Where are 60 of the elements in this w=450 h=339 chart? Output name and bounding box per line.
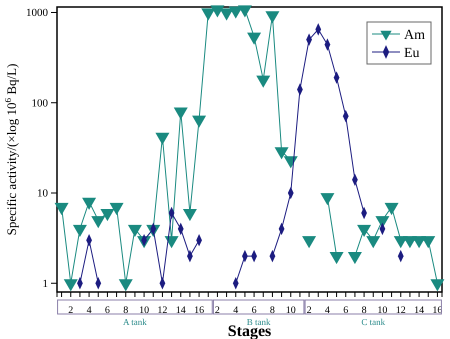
point — [357, 224, 372, 237]
point — [164, 236, 179, 248]
point — [182, 208, 197, 222]
x-tick-label: 16 — [194, 305, 204, 316]
point — [430, 279, 444, 292]
x-tick-label: 12 — [396, 305, 406, 316]
x-tick-label: 10 — [286, 305, 296, 316]
x-tick-label: 14 — [176, 305, 186, 316]
text: B tank — [246, 317, 272, 327]
point — [155, 132, 170, 145]
legend-label: Am — [404, 28, 426, 43]
point — [384, 202, 399, 216]
x-tick-label: 6 — [252, 305, 257, 316]
point — [256, 76, 270, 88]
point — [118, 279, 133, 292]
point — [302, 236, 316, 248]
x-tick-label: 4 — [324, 305, 330, 316]
point — [201, 8, 216, 21]
point — [82, 198, 96, 210]
y-tick-label: 1 — [42, 278, 48, 290]
x-tick-label: 4 — [233, 305, 238, 316]
y-tick-label: 1000 — [26, 7, 48, 19]
text: A tank — [123, 317, 148, 327]
x-tick-label: 4 — [86, 305, 92, 316]
point — [54, 202, 69, 216]
point — [274, 147, 289, 160]
x-tick-label: 8 — [270, 305, 275, 316]
x-tick-label: 6 — [343, 305, 348, 316]
y-tick-label: 100 — [32, 97, 48, 110]
point — [265, 11, 280, 24]
point — [72, 224, 87, 237]
point — [91, 216, 106, 228]
point — [174, 107, 188, 120]
point — [192, 116, 206, 128]
point — [220, 8, 234, 21]
point — [330, 252, 344, 264]
x-tick-label: 10 — [377, 305, 388, 316]
legend-label: Eu — [404, 46, 420, 61]
x-tick-label: 2 — [306, 305, 312, 316]
x-tick-label: 14 — [414, 305, 424, 316]
x-tick-label: 8 — [123, 305, 128, 316]
x-tick-label: 6 — [104, 305, 110, 316]
x-tick-label: 8 — [362, 305, 367, 316]
text: C tank — [361, 317, 386, 327]
point — [210, 5, 224, 18]
x-tick-label: 10 — [139, 305, 150, 316]
point — [110, 202, 124, 216]
point — [348, 252, 362, 264]
y-tick-label: 10 — [37, 188, 48, 200]
point — [238, 5, 252, 18]
point — [100, 208, 114, 222]
point — [128, 224, 142, 237]
x-tick-label: 2 — [68, 305, 74, 316]
x-tick-label: 12 — [157, 305, 168, 316]
point — [421, 236, 436, 248]
point — [366, 236, 380, 248]
x-tick-label: 2 — [214, 305, 220, 316]
point — [247, 32, 262, 45]
point — [320, 193, 334, 206]
point — [64, 279, 78, 292]
